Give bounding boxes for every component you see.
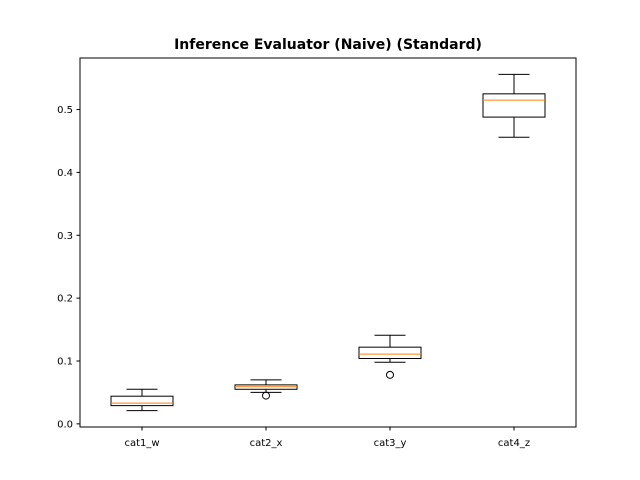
x-tick-label: cat4_z [498, 438, 530, 449]
box-iqr [482, 93, 546, 118]
box-cat3_y [358, 334, 422, 379]
outlier-point [386, 370, 394, 379]
box-series [110, 73, 546, 412]
chart-title: Inference Evaluator (Naive) (Standard) [174, 37, 482, 53]
y-tick-label: 0.0 [57, 419, 73, 430]
y-tick-label: 0.3 [57, 231, 73, 242]
x-tick-label: cat2_x [250, 438, 283, 449]
outlier-point [262, 391, 270, 400]
box-cat4_z [482, 73, 546, 138]
plot-area [79, 57, 577, 428]
y-tick-label: 0.1 [57, 356, 73, 367]
x-axis: cat1_w cat2_x cat3_y cat4_z [124, 427, 530, 449]
y-tick-label: 0.5 [57, 105, 73, 116]
x-tick-label: cat1_w [124, 438, 159, 449]
box-iqr [358, 346, 422, 359]
y-axis: 0.0 0.1 0.2 0.3 0.4 0.5 [57, 105, 80, 430]
box-iqr [110, 395, 174, 407]
box-cat1_w [110, 388, 174, 412]
y-tick-label: 0.4 [57, 168, 73, 179]
box-cat2_x [234, 379, 298, 400]
y-tick-label: 0.2 [57, 294, 73, 305]
x-tick-label: cat3_y [374, 438, 407, 449]
